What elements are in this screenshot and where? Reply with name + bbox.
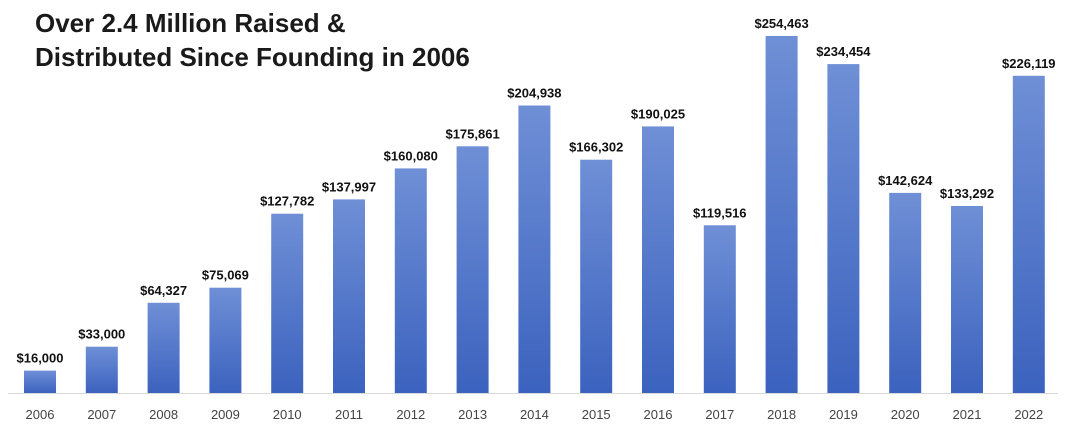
x-tick-label-2015: 2015 [582, 407, 611, 422]
bar-2009 [209, 287, 242, 393]
value-label-2009: $75,069 [202, 268, 249, 283]
bar-2008 [147, 302, 180, 393]
x-tick-label-2012: 2012 [396, 407, 425, 422]
x-tick-label-2010: 2010 [273, 407, 302, 422]
value-label-2018: $254,463 [754, 16, 808, 31]
value-label-2012: $160,080 [384, 148, 438, 163]
value-label-2019: $234,454 [816, 44, 871, 59]
x-tick-label-2009: 2009 [211, 407, 240, 422]
bar-2015 [580, 159, 613, 393]
value-label-2013: $175,861 [445, 126, 499, 141]
chart-title-line-1: Over 2.4 Million Raised & [35, 8, 346, 38]
x-tick-label-2020: 2020 [891, 407, 920, 422]
value-label-2016: $190,025 [631, 106, 685, 121]
bar-2012 [394, 168, 427, 393]
bar-2006 [24, 370, 56, 393]
value-label-2017: $119,516 [693, 205, 747, 220]
bar-2016 [642, 126, 674, 394]
bar-2019 [827, 64, 860, 393]
chart-title-line-2: Distributed Since Founding in 2006 [35, 42, 470, 72]
bar-2021 [951, 206, 983, 393]
bar-2007 [85, 346, 118, 393]
value-label-2010: $127,782 [260, 194, 314, 209]
bar-2011 [333, 199, 365, 393]
value-label-2011: $137,997 [322, 179, 376, 194]
bar-2013 [456, 146, 489, 393]
bar-2014 [518, 105, 551, 393]
bar-2022 [1012, 75, 1045, 394]
x-tick-label-2006: 2006 [26, 407, 55, 422]
x-tick-label-2011: 2011 [335, 407, 363, 422]
x-tick-labels-layer: 2006 2007 2008 2009 2010 2011 2012 2013 2014 2015… [26, 407, 1044, 422]
x-tick-label-2019: 2019 [829, 407, 858, 422]
bars-layer [24, 36, 1045, 394]
x-tick-label-2022: 2022 [1014, 407, 1043, 422]
bar-2020 [889, 192, 922, 393]
value-label-2006: $16,000 [17, 351, 64, 366]
bar-2010 [271, 213, 304, 393]
value-label-2014: $204,938 [507, 86, 561, 101]
x-tick-label-2018: 2018 [767, 407, 796, 422]
chart-title: Over 2.4 Million Raised & Distributed Si… [35, 6, 470, 74]
x-tick-label-2014: 2014 [520, 407, 549, 422]
value-label-2007: $33,000 [78, 327, 125, 342]
value-label-2008: $64,327 [140, 283, 187, 298]
value-labels-layer: $16,000 $33,000 $64,327 $75,069 $127,782 $137… [17, 16, 1056, 366]
x-tick-label-2008: 2008 [149, 407, 178, 422]
x-tick-label-2007: 2007 [87, 407, 116, 422]
x-tick-label-2016: 2016 [644, 407, 673, 422]
value-label-2015: $166,302 [569, 140, 623, 155]
value-label-2020: $142,624 [878, 173, 933, 188]
x-tick-label-2021: 2021 [953, 407, 982, 422]
value-label-2021: $133,292 [940, 186, 994, 201]
x-tick-label-2013: 2013 [458, 407, 487, 422]
bar-2018 [765, 36, 798, 393]
x-tick-label-2017: 2017 [705, 407, 734, 422]
bar-2017 [703, 225, 736, 393]
value-label-2022: $226,119 [1002, 56, 1056, 71]
